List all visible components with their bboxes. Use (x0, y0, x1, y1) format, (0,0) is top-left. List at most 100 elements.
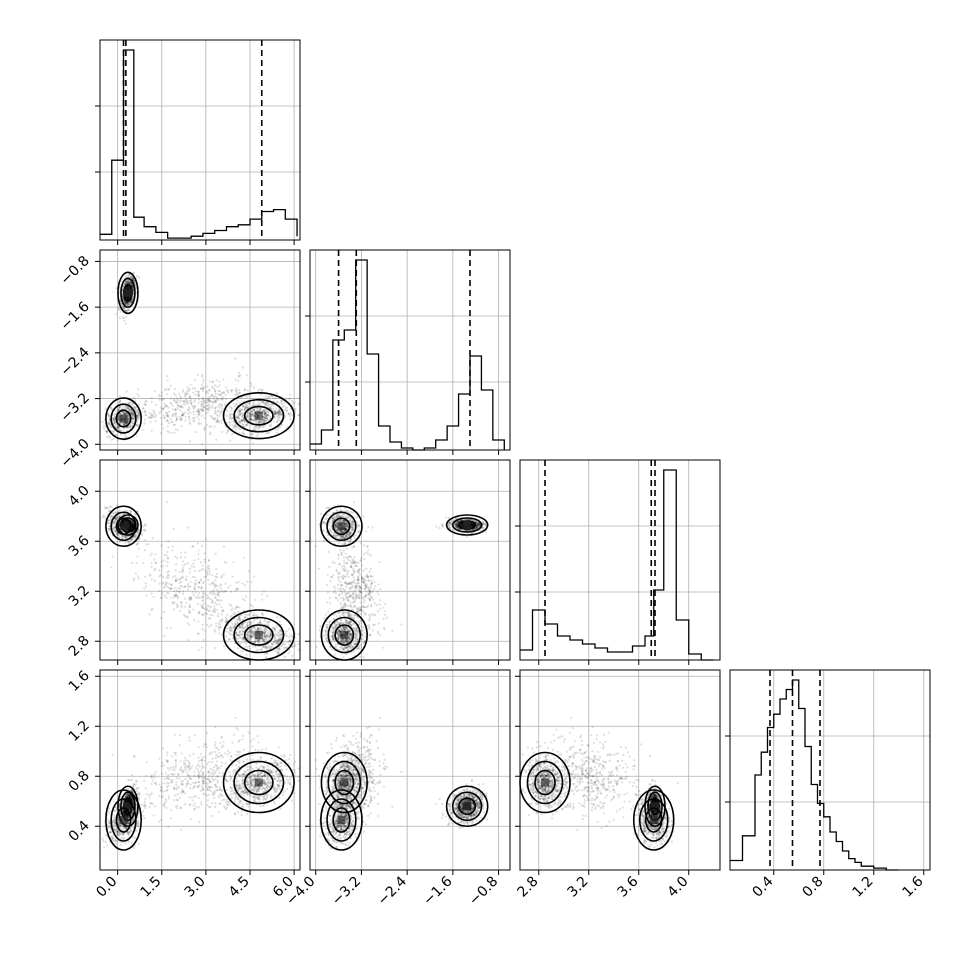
sample-point (188, 623, 191, 627)
sample-point (150, 565, 153, 569)
sample-point (209, 431, 212, 434)
sample-point (238, 417, 241, 421)
sample-point (279, 633, 283, 636)
sample-point (179, 396, 183, 399)
sample-point (127, 281, 130, 285)
sample-point (245, 653, 248, 656)
sample-point (184, 395, 187, 398)
sample-point (125, 412, 128, 415)
sample-point (285, 634, 288, 638)
sample-point (215, 603, 218, 606)
sample-point (232, 402, 235, 405)
sample-point (129, 409, 132, 412)
sample-point (189, 383, 192, 386)
sample-point (154, 553, 157, 556)
sample-point (278, 415, 282, 419)
sample-point (129, 511, 133, 514)
sample-point (293, 645, 296, 648)
sample-point (121, 297, 125, 300)
sample-point (241, 366, 245, 369)
sample-point (125, 390, 128, 393)
sample-point (175, 589, 178, 593)
sample-point (133, 396, 136, 399)
sample-point (221, 430, 224, 433)
sample-point (151, 607, 154, 610)
sample-point (259, 642, 262, 645)
sample-point (251, 433, 254, 436)
sample-point (194, 431, 198, 434)
sample-point (203, 629, 206, 632)
sample-point (216, 393, 220, 396)
sample-point (246, 414, 250, 417)
sample-point (211, 406, 214, 409)
sample-point (108, 420, 111, 423)
sample-point (273, 628, 276, 631)
sample-point (250, 384, 253, 387)
sample-point (216, 385, 219, 389)
sample-point (285, 409, 288, 413)
density-peak (123, 288, 132, 297)
sample-point (169, 401, 173, 404)
sample-point (173, 398, 176, 401)
sample-point (225, 627, 228, 630)
sample-point (136, 415, 139, 419)
sample-point (218, 603, 221, 606)
sample-point (127, 281, 130, 284)
sample-point (297, 642, 300, 646)
sample-point (255, 403, 258, 406)
sample-point (216, 410, 220, 413)
sample-point (183, 615, 186, 618)
sample-point (132, 271, 135, 274)
sample-point (110, 566, 113, 569)
sample-point (289, 418, 292, 421)
sample-point (200, 569, 203, 572)
sample-point (145, 413, 148, 416)
sample-point (208, 395, 211, 399)
sample-point (274, 428, 277, 431)
sample-point (251, 413, 254, 416)
sample-point (201, 443, 204, 446)
sample-point (283, 646, 287, 649)
sample-point (201, 387, 205, 390)
sample-point (284, 406, 287, 409)
sample-point (234, 428, 238, 431)
sample-point (126, 309, 129, 312)
sample-point (124, 280, 127, 284)
sample-point (122, 284, 125, 287)
sample-point (209, 613, 212, 616)
sample-point (267, 403, 271, 406)
sample-point (149, 420, 152, 424)
sample-point (121, 286, 125, 289)
sample-point (283, 655, 286, 659)
sample-point (128, 282, 132, 285)
sample-point (223, 645, 226, 648)
sample-point (126, 286, 129, 289)
sample-point (130, 282, 133, 285)
sample-point (244, 595, 247, 598)
sample-point (125, 285, 129, 288)
sample-point (125, 286, 129, 289)
sample-point (252, 419, 255, 422)
sample-point (220, 613, 223, 616)
sample-point (184, 411, 187, 414)
sample-point (215, 622, 218, 625)
sample-point (123, 283, 126, 286)
sample-point (208, 564, 211, 568)
sample-point (278, 648, 282, 651)
sample-point (133, 407, 136, 410)
sample-point (206, 411, 209, 414)
sample-point (257, 426, 260, 429)
sample-point (118, 394, 121, 398)
sample-point (228, 421, 232, 424)
sample-point (110, 438, 113, 441)
sample-point (265, 634, 268, 637)
sample-point (243, 599, 246, 602)
sample-point (153, 390, 156, 393)
sample-point (288, 649, 292, 652)
sample-point (252, 612, 256, 615)
sample-point (288, 415, 292, 418)
sample-point (127, 286, 130, 290)
sample-point (243, 584, 247, 587)
sample-point (124, 302, 127, 305)
sample-point (134, 514, 137, 517)
